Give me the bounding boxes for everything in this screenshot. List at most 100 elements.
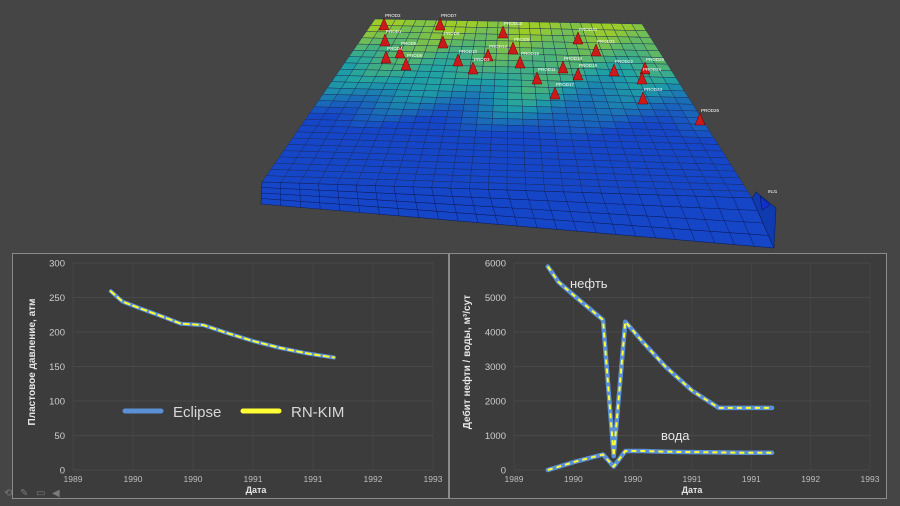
grid-cell: [537, 112, 554, 121]
rates-gridlines: [513, 262, 871, 471]
grid-cell: [557, 152, 577, 160]
grid-cell: [553, 119, 571, 128]
producer-well-marker[interactable]: PROD25: [639, 57, 665, 75]
producer-well-marker[interactable]: PROD17: [549, 82, 575, 100]
grid-cell: [543, 177, 563, 186]
speaker-icon[interactable]: ◀: [52, 488, 60, 499]
producer-well-marker[interactable]: PROD2: [378, 13, 401, 31]
grid-cell: [507, 131, 524, 139]
grid-cell: [328, 158, 350, 166]
grid-cell: [417, 161, 438, 169]
producer-well-marker[interactable]: PROD8: [437, 31, 460, 49]
grid-cell: [407, 89, 425, 98]
grid-cell: [560, 172, 581, 180]
grid-cell: [393, 179, 415, 188]
producer-well-marker[interactable]: PROD22: [608, 59, 634, 77]
well-label: PROD11: [538, 67, 556, 72]
producer-well-marker[interactable]: PROD18: [557, 56, 583, 74]
column-line: [450, 188, 459, 221]
producer-well-marker[interactable]: PROD19: [572, 63, 598, 81]
producer-well-marker[interactable]: PROD1: [379, 29, 402, 47]
y-tick-label: 1000: [485, 431, 506, 442]
y-tick-label: 300: [49, 259, 65, 270]
reservoir-3d-view[interactable]: PROD2 PROD7 PROD13 PROD1 PROD8 PROD9 PROD20 PRO…: [0, 0, 900, 250]
well-label: PROD26: [701, 108, 720, 113]
annotation-oil: нефть: [570, 276, 608, 291]
grid-cell: [600, 127, 619, 136]
producer-well-marker[interactable]: PROD21: [590, 39, 616, 57]
pen-icon[interactable]: ✎: [20, 488, 29, 499]
slides-icon[interactable]: ▭: [36, 488, 46, 499]
producer-well-marker[interactable]: PROD15: [514, 51, 540, 69]
grid-cell: [358, 133, 379, 141]
grid-cell: [507, 79, 522, 87]
column-line: [506, 189, 518, 227]
column-line: [600, 192, 617, 235]
grid-cell: [618, 134, 638, 143]
producer-well-marker[interactable]: PROD9: [507, 37, 530, 55]
grid-cell: [609, 108, 628, 116]
producer-cone-icon: [394, 45, 406, 59]
well-label: PROD25: [646, 57, 665, 62]
grid-cell: [431, 109, 449, 118]
grid-cell: [535, 93, 551, 101]
grid-cell: [346, 158, 368, 167]
grid-cell: [361, 165, 383, 174]
producer-cone-icon: [434, 17, 446, 31]
grid-cell: [488, 176, 508, 184]
grid-cell: [451, 175, 471, 183]
grid-cell: [337, 177, 360, 186]
producer-well-marker[interactable]: PROD3: [467, 57, 490, 75]
producer-well-marker[interactable]: PROD20: [572, 27, 598, 45]
y-tick-label: 2000: [485, 397, 506, 408]
grid-cell: [506, 170, 526, 178]
well-label: PROD8: [444, 31, 460, 36]
producer-well-marker[interactable]: PROD23: [637, 87, 663, 105]
grid-cell: [521, 86, 536, 94]
grid-cell: [377, 172, 399, 181]
producer-well-marker[interactable]: PROD6: [400, 53, 423, 71]
producer-well-marker[interactable]: PROD12: [482, 44, 508, 62]
producer-well-marker[interactable]: PROD5: [394, 41, 417, 59]
grid-cell: [490, 137, 508, 145]
grid-cell: [529, 28, 542, 36]
producer-cone-icon: [608, 63, 620, 77]
back-arrow-icon[interactable]: ⟲: [4, 488, 13, 499]
rates-y-axis-label: Дебит нефти / воды, м³/сут: [461, 295, 473, 429]
grid-cell: [507, 150, 525, 159]
producer-well-marker[interactable]: PROD4: [380, 46, 403, 64]
producer-cone-icon: [379, 33, 391, 47]
producer-cone-icon: [507, 41, 519, 55]
grid-cell: [521, 92, 537, 101]
grid-cell: [507, 144, 525, 152]
grid-cell: [284, 169, 308, 178]
producer-well-marker[interactable]: PROD10: [452, 49, 478, 67]
producer-well-marker[interactable]: PROD13: [497, 21, 523, 39]
grid-cell: [506, 176, 526, 185]
grid-cell: [338, 139, 359, 147]
pressure-series: [108, 289, 336, 360]
grid-cell: [395, 173, 417, 181]
grid-cell: [418, 103, 436, 111]
grid-cell: [611, 114, 630, 123]
grid-cell: [551, 35, 565, 43]
grid-cell: [589, 146, 609, 155]
series-line-oil: [545, 264, 775, 459]
producer-cone-icon: [572, 31, 584, 45]
producer-well-marker[interactable]: PROD24: [636, 67, 662, 85]
producer-well-marker[interactable]: PROD7: [434, 13, 457, 31]
grid-cell: [382, 82, 400, 91]
producer-well-marker[interactable]: PROD26: [694, 108, 720, 126]
grid-cell: [507, 92, 523, 100]
grid-cell: [507, 99, 523, 107]
injector-well-marker[interactable]: INJ1: [759, 189, 778, 211]
grid-cell: [476, 111, 494, 119]
grid-cell: [382, 115, 402, 123]
grid-cell: [543, 184, 564, 193]
producer-well-marker[interactable]: PROD11: [531, 67, 556, 85]
grid-cell: [549, 22, 562, 30]
grid-cell: [524, 170, 544, 179]
grid-cell: [367, 114, 387, 122]
grid-cell: [494, 66, 509, 74]
grid-cell: [469, 182, 489, 190]
